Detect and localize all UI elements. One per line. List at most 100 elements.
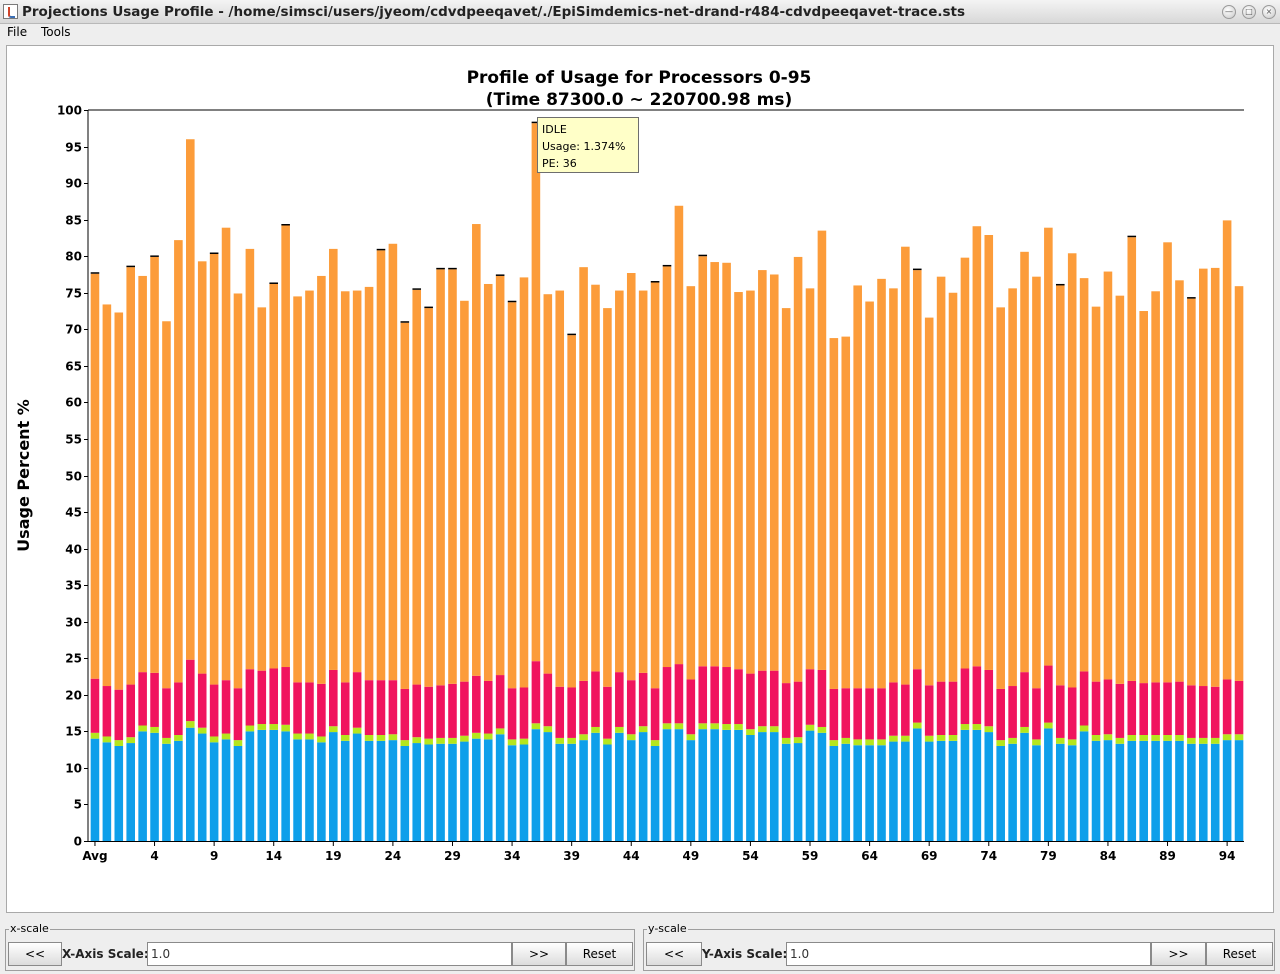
bar-blue-segment bbox=[1115, 743, 1125, 841]
bar-blue-segment bbox=[150, 732, 159, 841]
bar-idle-segment bbox=[1187, 297, 1196, 299]
bar-pink-segment bbox=[483, 680, 493, 734]
tooltip-pe: PE: 36 bbox=[542, 157, 577, 170]
y-tick-label: 45 bbox=[65, 506, 82, 520]
bar-pink-segment bbox=[197, 673, 207, 728]
y-tick-label: 65 bbox=[65, 360, 82, 374]
bar-blue-segment bbox=[281, 731, 290, 841]
bar-green-segment bbox=[626, 734, 636, 741]
bar-orange-segment bbox=[674, 205, 684, 665]
y-scale-decrease-button[interactable]: << bbox=[646, 942, 702, 966]
bar-pink-segment bbox=[984, 669, 994, 727]
y-tick-label: 100 bbox=[57, 104, 82, 118]
bar-orange-segment bbox=[1234, 286, 1244, 681]
tooltip-usage: Usage: 1.374% bbox=[542, 140, 626, 153]
bar-green-segment bbox=[996, 740, 1005, 746]
bar-orange-segment bbox=[102, 304, 112, 687]
x-scale-increase-button[interactable]: >> bbox=[512, 942, 566, 966]
bar-green-segment bbox=[519, 738, 529, 745]
bar-orange-segment bbox=[1187, 298, 1196, 686]
bar-green-segment bbox=[591, 726, 600, 733]
bar-tooltip: IDLE Usage: 1.374% PE: 36 bbox=[537, 117, 639, 173]
bar-green-segment bbox=[722, 724, 731, 730]
bar-orange-segment bbox=[1163, 242, 1172, 683]
y-tick-label: 0 bbox=[74, 835, 82, 849]
bar-blue-segment bbox=[329, 732, 338, 841]
x-scale-decrease-button[interactable]: << bbox=[8, 942, 62, 966]
bar-green-segment bbox=[841, 737, 851, 744]
bar-orange-segment bbox=[305, 290, 314, 683]
bar-orange-segment bbox=[197, 261, 207, 674]
x-scale-reset-button[interactable]: Reset bbox=[566, 942, 633, 966]
y-axis-scale-input[interactable]: 1.0 bbox=[786, 942, 1151, 966]
bar-green-segment bbox=[1032, 739, 1041, 746]
bar-blue-segment bbox=[984, 732, 994, 841]
close-icon[interactable]: × bbox=[1262, 5, 1276, 19]
bar-green-segment bbox=[984, 726, 994, 733]
bar-green-segment bbox=[1210, 737, 1220, 744]
x-axis-scale-input[interactable]: 1.0 bbox=[147, 942, 512, 966]
bar-green-segment bbox=[197, 727, 207, 734]
maximize-icon[interactable]: □ bbox=[1242, 5, 1256, 19]
bar-blue-segment bbox=[1020, 732, 1029, 841]
bar-pink-segment bbox=[1199, 686, 1208, 738]
chart-subtitle: (Time 87300.0 ~ 220700.98 ms) bbox=[486, 90, 792, 110]
bar-orange-segment bbox=[793, 256, 803, 682]
bar-pink-segment bbox=[758, 670, 767, 727]
bar-pink-segment bbox=[674, 664, 684, 724]
x-scale-legend: x-scale bbox=[9, 922, 50, 935]
bar-green-segment bbox=[495, 728, 505, 735]
bar-pink-segment bbox=[90, 678, 100, 733]
bar-green-segment bbox=[138, 725, 147, 732]
bar-pink-segment bbox=[615, 672, 624, 727]
bar-pink-segment bbox=[793, 681, 803, 738]
bar-blue-segment bbox=[1151, 740, 1160, 841]
bar-orange-segment bbox=[1008, 288, 1017, 687]
y-tick-label: 55 bbox=[65, 433, 82, 447]
bar-blue-segment bbox=[1234, 740, 1244, 841]
bar-orange-segment bbox=[901, 246, 910, 685]
bar-blue-segment bbox=[710, 729, 719, 841]
bar-orange-segment bbox=[1067, 253, 1077, 688]
menu-file[interactable]: File bbox=[7, 25, 28, 39]
bar-orange-segment bbox=[650, 282, 660, 689]
y-scale-increase-button[interactable]: >> bbox=[1151, 942, 1206, 966]
bar-pink-segment bbox=[924, 685, 934, 736]
x-tick-label: 49 bbox=[682, 849, 699, 863]
y-scale-reset-button[interactable]: Reset bbox=[1206, 942, 1273, 966]
bar-green-segment bbox=[793, 737, 803, 744]
bar-blue-segment bbox=[376, 740, 386, 841]
bar-orange-segment bbox=[1151, 291, 1160, 683]
bar-pink-segment bbox=[162, 688, 171, 738]
bar-green-segment bbox=[400, 740, 410, 746]
usage-profile-chart[interactable]: Profile of Usage for Processors 0-95(Tim… bbox=[7, 46, 1273, 912]
bar-green-segment bbox=[233, 740, 243, 746]
bar-green-segment bbox=[638, 726, 648, 733]
bar-orange-segment bbox=[1127, 237, 1137, 681]
bar-orange-segment bbox=[1020, 251, 1029, 673]
bar-blue-segment bbox=[483, 739, 493, 841]
bar-green-segment bbox=[1079, 725, 1089, 732]
bar-orange-segment bbox=[340, 291, 350, 683]
menubar: File Tools bbox=[0, 24, 1280, 42]
bar-pink-segment bbox=[865, 688, 874, 740]
menu-tools[interactable]: Tools bbox=[41, 25, 71, 39]
bar-green-segment bbox=[936, 735, 946, 741]
bar-green-segment bbox=[650, 740, 660, 746]
bar-pink-segment bbox=[591, 671, 600, 727]
bar-orange-segment bbox=[352, 290, 362, 673]
bar-green-segment bbox=[710, 723, 719, 730]
bar-idle-segment bbox=[531, 121, 541, 124]
bar-orange-segment bbox=[364, 286, 374, 681]
x-tick-label: 44 bbox=[623, 849, 640, 863]
bar-green-segment bbox=[567, 737, 576, 744]
bar-green-segment bbox=[1151, 735, 1160, 741]
bar-orange-segment bbox=[483, 283, 493, 681]
bar-idle-segment bbox=[269, 282, 279, 284]
minimize-icon[interactable]: — bbox=[1222, 5, 1236, 19]
y-tick-label: 40 bbox=[65, 543, 82, 557]
bar-pink-segment bbox=[293, 682, 302, 734]
bar-blue-segment bbox=[1091, 740, 1101, 841]
bar-green-segment bbox=[817, 726, 827, 733]
bar-green-segment bbox=[281, 724, 290, 732]
